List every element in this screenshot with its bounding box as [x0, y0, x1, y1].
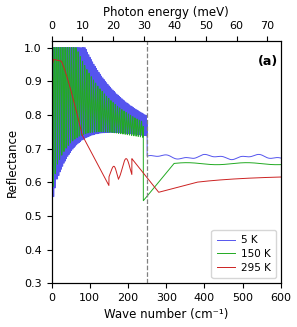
295 K — [105, 179, 108, 182]
150 K — [142, 199, 145, 203]
295 K — [50, 65, 53, 69]
X-axis label: Photon energy (meV): Photon energy (meV) — [103, 6, 229, 19]
150 K — [153, 185, 156, 189]
5 K — [105, 104, 108, 108]
150 K — [50, 76, 53, 80]
295 K — [153, 185, 156, 189]
5 K — [51, 45, 55, 49]
5 K — [50, 59, 53, 63]
Text: (a): (a) — [258, 55, 278, 68]
150 K — [103, 117, 107, 121]
5 K — [136, 115, 140, 119]
5 K — [279, 156, 283, 160]
295 K — [279, 175, 283, 179]
150 K — [136, 134, 140, 138]
X-axis label: Wave number (cm⁻¹): Wave number (cm⁻¹) — [104, 308, 228, 321]
Line: 5 K: 5 K — [52, 47, 281, 197]
5 K — [103, 96, 107, 100]
295 K — [136, 164, 140, 168]
295 K — [157, 190, 160, 194]
Y-axis label: Reflectance: Reflectance — [6, 128, 18, 197]
5 K — [153, 154, 156, 158]
295 K — [106, 181, 109, 185]
150 K — [277, 163, 281, 167]
295 K — [277, 175, 281, 179]
Line: 295 K: 295 K — [52, 59, 281, 192]
5 K — [277, 156, 281, 160]
295 K — [52, 57, 55, 61]
150 K — [106, 127, 109, 130]
295 K — [103, 176, 107, 180]
150 K — [105, 101, 108, 105]
150 K — [279, 163, 283, 166]
5 K — [52, 195, 56, 198]
Legend: 5 K, 150 K, 295 K: 5 K, 150 K, 295 K — [211, 230, 276, 278]
5 K — [106, 115, 109, 119]
Line: 150 K: 150 K — [52, 47, 281, 201]
150 K — [52, 45, 56, 49]
